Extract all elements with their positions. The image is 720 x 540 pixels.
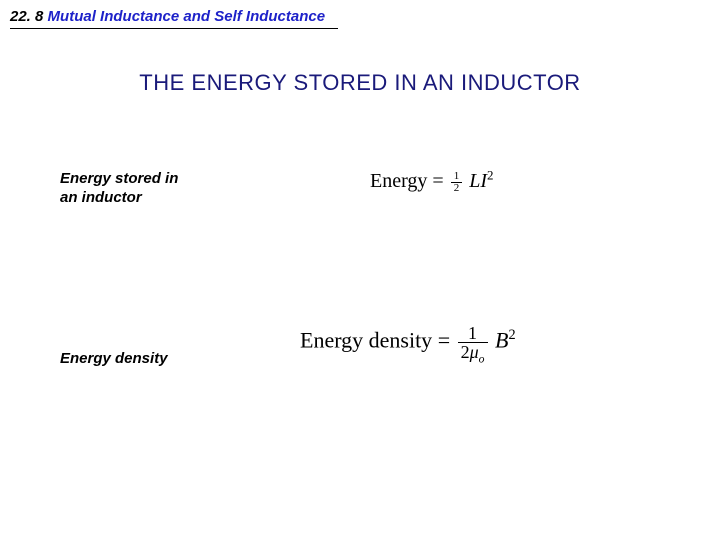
mu-symbol: μ	[470, 342, 479, 362]
section-number: 22. 8	[10, 8, 43, 25]
header-underline	[10, 28, 338, 29]
fraction: 1 2μo	[458, 324, 488, 361]
energy-density-formula: Energy density = 1 2μo B2	[300, 324, 516, 361]
section-header: 22. 8 Mutual Inductance and Self Inducta…	[10, 8, 325, 25]
fraction-denominator: 2μo	[458, 343, 488, 361]
formula-lhs: Energy	[370, 170, 427, 192]
energy-stored-label: Energy stored in an inductor	[60, 170, 240, 208]
variable-B: B	[495, 328, 508, 353]
fraction-denominator: 2	[451, 183, 463, 194]
formula-lhs: Energy density	[300, 328, 432, 353]
coef: 2	[461, 342, 470, 362]
energy-formula: Energy = 1 2 LI2	[370, 170, 493, 194]
label-line: an inductor	[60, 189, 142, 206]
equals-sign: =	[438, 328, 450, 353]
section-title: Mutual Inductance and Self Inductance	[48, 8, 326, 25]
exponent: 2	[487, 167, 494, 182]
variable-I: I	[480, 170, 487, 192]
slide: 22. 8 Mutual Inductance and Self Inducta…	[0, 0, 720, 540]
mu-subscript: o	[479, 353, 485, 366]
exponent: 2	[508, 327, 515, 343]
variable-L: L	[469, 170, 480, 192]
equals-sign: =	[432, 170, 443, 192]
fraction-half: 1 2	[451, 171, 463, 194]
energy-density-label: Energy density	[60, 350, 240, 369]
label-line: Energy stored in	[60, 170, 178, 187]
fraction-numerator: 1	[458, 324, 488, 343]
page-title: THE ENERGY STORED IN AN INDUCTOR	[0, 70, 720, 96]
